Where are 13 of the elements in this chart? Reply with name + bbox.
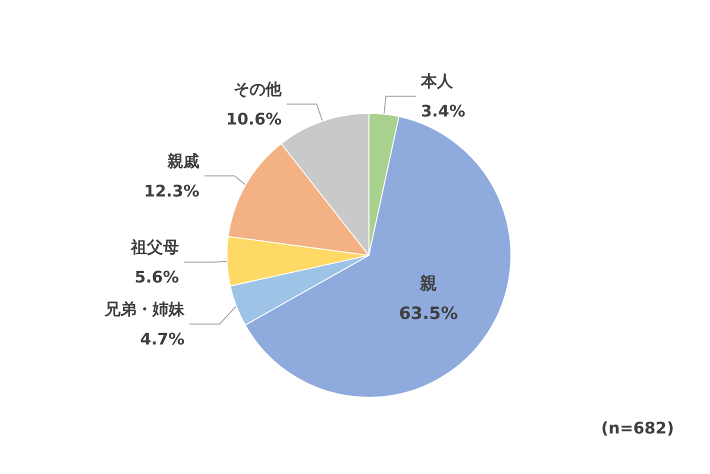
slice-label: 親戚 (166, 151, 200, 170)
data-label: 63.5% (398, 304, 458, 324)
data-label: 5.6% (134, 268, 179, 287)
data-label: 3.4% (420, 102, 466, 121)
data-label: 4.7% (140, 330, 184, 349)
data-label: 12.3% (144, 181, 200, 200)
text: (n=682) (601, 418, 674, 438)
slice-label: 祖父母 (130, 238, 179, 257)
slice-label: 本人 (420, 72, 454, 91)
slice-label: 兄弟・姉妹 (103, 300, 186, 319)
slice-label: 親 (418, 274, 437, 294)
slice-label: その他 (234, 80, 283, 99)
data-label: 10.6% (226, 110, 282, 129)
